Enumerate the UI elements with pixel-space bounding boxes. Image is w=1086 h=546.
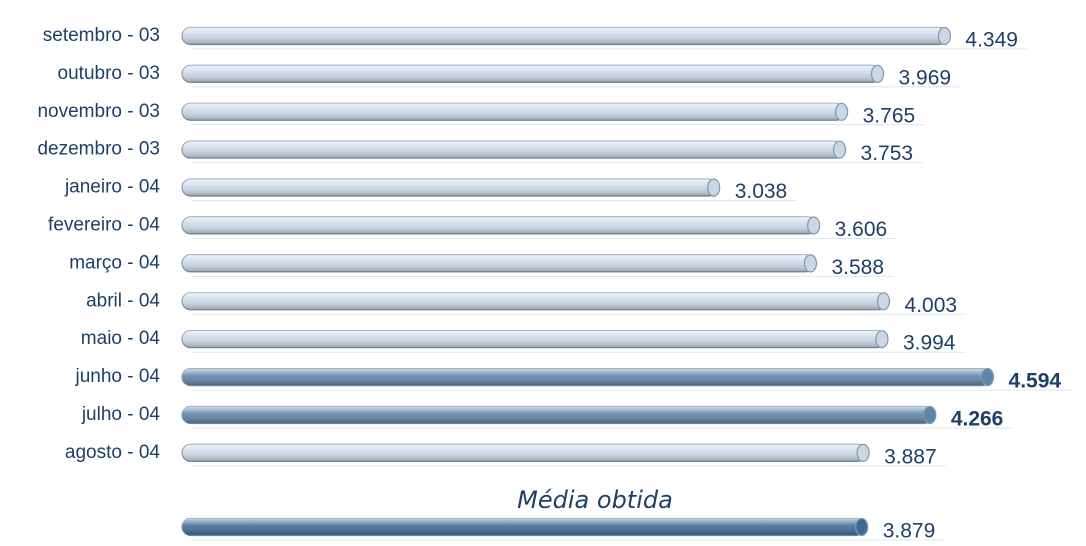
bar-shine bbox=[182, 179, 717, 197]
category-label: julho - 04 bbox=[81, 404, 161, 425]
bar-shine bbox=[182, 254, 814, 272]
bar-cap bbox=[875, 330, 889, 349]
bar-shine bbox=[182, 518, 865, 536]
category-label: abril - 04 bbox=[86, 290, 160, 311]
value-label: 3.038 bbox=[735, 180, 788, 203]
bar-cap bbox=[835, 102, 849, 121]
bar-shine bbox=[182, 406, 933, 424]
bar-cap bbox=[937, 26, 952, 46]
bar-shine bbox=[182, 368, 991, 386]
bar-cap bbox=[876, 292, 891, 311]
category-label: fevereiro - 04 bbox=[48, 215, 160, 236]
value-label: 3.969 bbox=[899, 66, 952, 89]
value-label: 3.994 bbox=[903, 332, 956, 355]
value-label: 3.588 bbox=[831, 256, 884, 279]
value-label: 3.879 bbox=[883, 520, 936, 543]
bar-cap bbox=[923, 405, 937, 425]
value-label: 4.003 bbox=[905, 294, 958, 317]
category-label: junho - 04 bbox=[74, 366, 160, 387]
bar-shine bbox=[182, 217, 817, 234]
value-label: 4.594 bbox=[1009, 370, 1062, 393]
value-label: 3.606 bbox=[835, 218, 888, 241]
bar-shine bbox=[182, 141, 843, 159]
category-label: agosto - 04 bbox=[65, 442, 160, 463]
category-label: setembro - 03 bbox=[43, 25, 160, 46]
bar-cap bbox=[832, 140, 847, 159]
category-label: novembro - 03 bbox=[37, 101, 160, 122]
bar-shine bbox=[182, 103, 845, 121]
value-label: 3.765 bbox=[863, 104, 916, 127]
bar-cap bbox=[803, 254, 818, 273]
bar-shine bbox=[182, 292, 887, 310]
bar-cap bbox=[870, 64, 885, 84]
bar-cap bbox=[855, 517, 869, 537]
bar-cap bbox=[807, 216, 821, 235]
value-label: 3.753 bbox=[861, 142, 914, 165]
bar-shine bbox=[182, 330, 885, 348]
bar-shine bbox=[182, 444, 867, 462]
category-label: outubro - 03 bbox=[58, 63, 160, 84]
category-label: maio - 04 bbox=[81, 328, 161, 349]
bar-shine bbox=[182, 65, 881, 83]
bar-cap bbox=[856, 443, 870, 462]
category-label: dezembro - 03 bbox=[37, 139, 160, 160]
value-label: 3.887 bbox=[884, 445, 937, 468]
value-label: 4.349 bbox=[965, 29, 1018, 52]
category-label: janeiro - 04 bbox=[64, 177, 160, 198]
bar-shine bbox=[182, 27, 948, 45]
average-title: Média obtida bbox=[517, 486, 673, 514]
bar-cap bbox=[980, 368, 995, 387]
category-label: março - 04 bbox=[69, 252, 160, 273]
bar-cap bbox=[707, 178, 721, 197]
value-label: 4.266 bbox=[951, 408, 1004, 431]
